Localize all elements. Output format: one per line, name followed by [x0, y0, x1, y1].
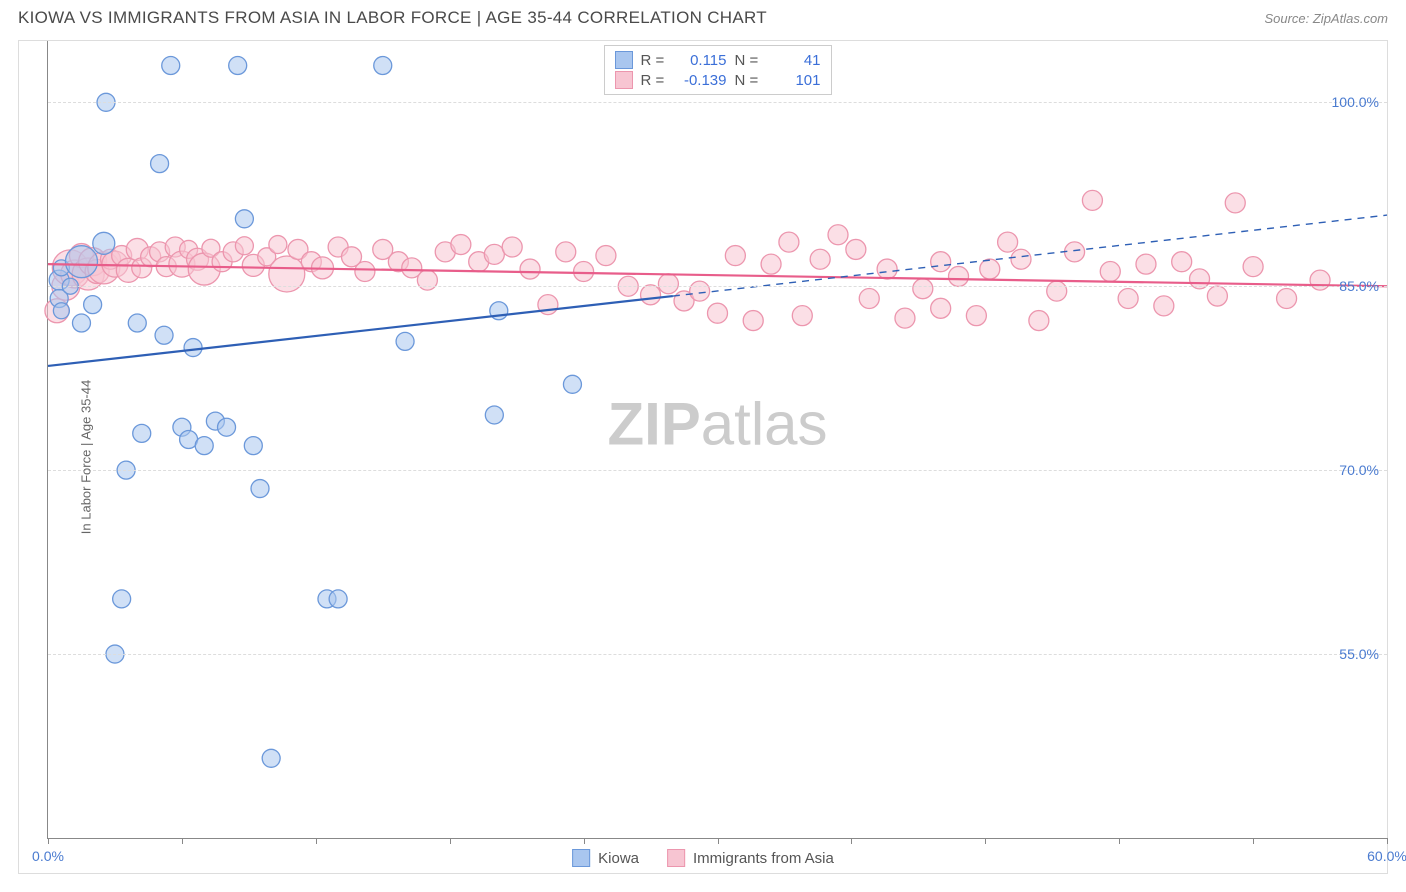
plot-area: ZIPatlas R = 0.115 N = 41 R = -0.139 N =… — [47, 41, 1387, 839]
x-tick — [718, 838, 719, 844]
stats-box: R = 0.115 N = 41 R = -0.139 N = 101 — [604, 45, 832, 95]
y-tick-label: 100.0% — [1332, 94, 1379, 110]
x-tick — [316, 838, 317, 844]
bottom-legend: Kiowa Immigrants from Asia — [572, 849, 834, 867]
chart-container: ZIPatlas R = 0.115 N = 41 R = -0.139 N =… — [18, 40, 1388, 874]
x-tick-label: 60.0% — [1367, 848, 1406, 864]
x-tick — [182, 838, 183, 844]
legend-label-kiowa: Kiowa — [598, 850, 639, 867]
stats-row-kiowa: R = 0.115 N = 41 — [615, 50, 821, 70]
x-tick — [48, 838, 49, 844]
legend-label-asia: Immigrants from Asia — [693, 850, 834, 867]
x-tick — [450, 838, 451, 844]
x-tick — [1253, 838, 1254, 844]
gridline — [48, 654, 1387, 655]
y-tick-label: 70.0% — [1339, 462, 1379, 478]
gridline — [48, 102, 1387, 103]
source-label: Source: ZipAtlas.com — [1264, 11, 1388, 26]
gridline — [48, 470, 1387, 471]
x-tick — [1387, 838, 1388, 844]
x-tick-label: 0.0% — [32, 848, 64, 864]
chart-title: KIOWA VS IMMIGRANTS FROM ASIA IN LABOR F… — [18, 8, 767, 28]
legend-item-kiowa: Kiowa — [572, 849, 639, 867]
legend-swatch-asia — [667, 849, 685, 867]
x-tick — [1119, 838, 1120, 844]
y-axis-label: In Labor Force | Age 35-44 — [79, 380, 94, 534]
stats-swatch-asia — [615, 71, 633, 89]
y-tick-label: 55.0% — [1339, 646, 1379, 662]
gridline — [48, 286, 1387, 287]
x-tick — [851, 838, 852, 844]
scatter-svg — [48, 41, 1387, 838]
y-tick-label: 85.0% — [1339, 278, 1379, 294]
legend-swatch-kiowa — [572, 849, 590, 867]
x-tick — [584, 838, 585, 844]
stats-row-asia: R = -0.139 N = 101 — [615, 70, 821, 90]
stats-swatch-kiowa — [615, 51, 633, 69]
x-tick — [985, 838, 986, 844]
chart-header: KIOWA VS IMMIGRANTS FROM ASIA IN LABOR F… — [0, 0, 1406, 34]
legend-item-asia: Immigrants from Asia — [667, 849, 834, 867]
